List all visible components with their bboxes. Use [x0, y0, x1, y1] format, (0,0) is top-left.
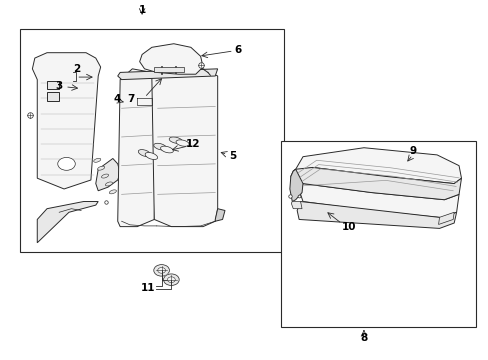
Polygon shape	[289, 169, 303, 202]
Text: 11: 11	[141, 283, 156, 293]
Polygon shape	[297, 202, 456, 228]
Circle shape	[167, 277, 175, 283]
Polygon shape	[37, 202, 98, 243]
Text: 2: 2	[73, 64, 80, 74]
Text: 1: 1	[138, 5, 145, 15]
Polygon shape	[32, 53, 101, 189]
Polygon shape	[154, 67, 183, 72]
Polygon shape	[293, 148, 461, 184]
Text: 7: 7	[127, 94, 134, 104]
Ellipse shape	[138, 149, 150, 157]
Text: 4: 4	[113, 94, 120, 104]
Ellipse shape	[105, 182, 112, 186]
Circle shape	[154, 265, 169, 276]
Text: 9: 9	[408, 146, 415, 156]
Polygon shape	[96, 158, 120, 191]
Circle shape	[158, 267, 165, 273]
Text: 12: 12	[185, 139, 200, 149]
Text: 8: 8	[360, 333, 367, 343]
Ellipse shape	[98, 166, 104, 170]
Text: 3: 3	[56, 81, 62, 91]
Ellipse shape	[160, 146, 173, 153]
Ellipse shape	[94, 158, 101, 162]
Polygon shape	[47, 92, 59, 101]
Bar	[281, 140, 475, 327]
Polygon shape	[152, 65, 217, 226]
Ellipse shape	[109, 190, 116, 194]
Polygon shape	[118, 69, 157, 226]
Polygon shape	[438, 212, 453, 225]
Ellipse shape	[102, 174, 108, 178]
Ellipse shape	[145, 152, 157, 159]
Circle shape	[58, 157, 75, 170]
Text: 6: 6	[234, 45, 242, 55]
Ellipse shape	[153, 143, 166, 150]
Polygon shape	[300, 184, 458, 218]
Ellipse shape	[176, 140, 189, 146]
Bar	[20, 30, 283, 252]
Polygon shape	[47, 81, 59, 89]
Ellipse shape	[169, 137, 182, 143]
Text: 5: 5	[228, 150, 236, 161]
Polygon shape	[215, 209, 224, 221]
Polygon shape	[118, 69, 217, 80]
Circle shape	[163, 274, 179, 285]
Polygon shape	[290, 167, 461, 200]
Polygon shape	[291, 202, 302, 209]
Text: 10: 10	[342, 222, 356, 231]
Polygon shape	[140, 44, 203, 74]
